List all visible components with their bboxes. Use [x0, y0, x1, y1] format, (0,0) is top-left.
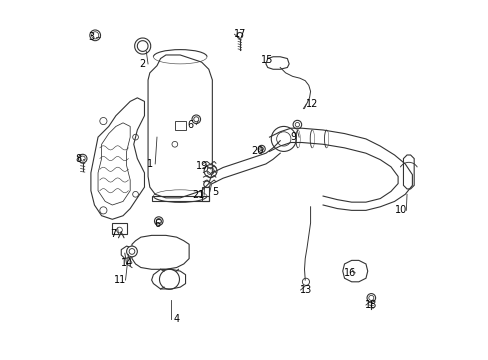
Circle shape: [126, 246, 137, 257]
Text: 3: 3: [88, 32, 94, 42]
Text: 16: 16: [343, 268, 355, 278]
Text: 10: 10: [394, 205, 406, 215]
Text: 6: 6: [154, 219, 160, 229]
Text: 9: 9: [290, 132, 296, 142]
Text: 2: 2: [139, 59, 145, 69]
Bar: [175, 121, 185, 130]
Text: 6: 6: [187, 120, 194, 130]
Circle shape: [154, 217, 163, 225]
Text: 5: 5: [212, 187, 218, 197]
Text: 19: 19: [196, 161, 208, 171]
Circle shape: [192, 115, 200, 123]
Text: 1: 1: [146, 159, 153, 169]
Text: 20: 20: [250, 147, 263, 157]
Text: 12: 12: [305, 99, 317, 109]
Circle shape: [90, 30, 101, 41]
Text: 15: 15: [260, 55, 272, 65]
Text: 7: 7: [110, 229, 116, 239]
Text: 8: 8: [75, 154, 81, 164]
Text: 4: 4: [173, 314, 179, 324]
Text: 14: 14: [120, 258, 132, 268]
Circle shape: [78, 154, 87, 163]
Text: 18: 18: [365, 300, 377, 310]
Text: 13: 13: [299, 285, 311, 295]
Text: 17: 17: [233, 29, 245, 39]
Circle shape: [366, 294, 375, 302]
Text: 21: 21: [192, 190, 204, 200]
Text: 11: 11: [114, 275, 126, 285]
